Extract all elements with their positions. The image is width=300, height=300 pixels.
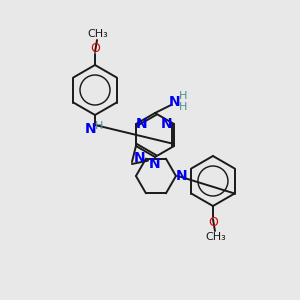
Text: H: H	[95, 121, 103, 131]
Text: N: N	[161, 117, 173, 131]
Text: N: N	[176, 169, 188, 183]
Text: CH₃: CH₃	[88, 29, 108, 39]
Text: N: N	[85, 122, 97, 136]
Text: N: N	[149, 157, 161, 171]
Text: H: H	[179, 102, 187, 112]
Text: CH₃: CH₃	[206, 232, 226, 242]
Text: O: O	[90, 43, 100, 56]
Text: N: N	[136, 117, 148, 131]
Text: N: N	[169, 95, 181, 109]
Text: N: N	[134, 151, 146, 165]
Text: H: H	[179, 91, 187, 101]
Text: O: O	[208, 215, 218, 229]
